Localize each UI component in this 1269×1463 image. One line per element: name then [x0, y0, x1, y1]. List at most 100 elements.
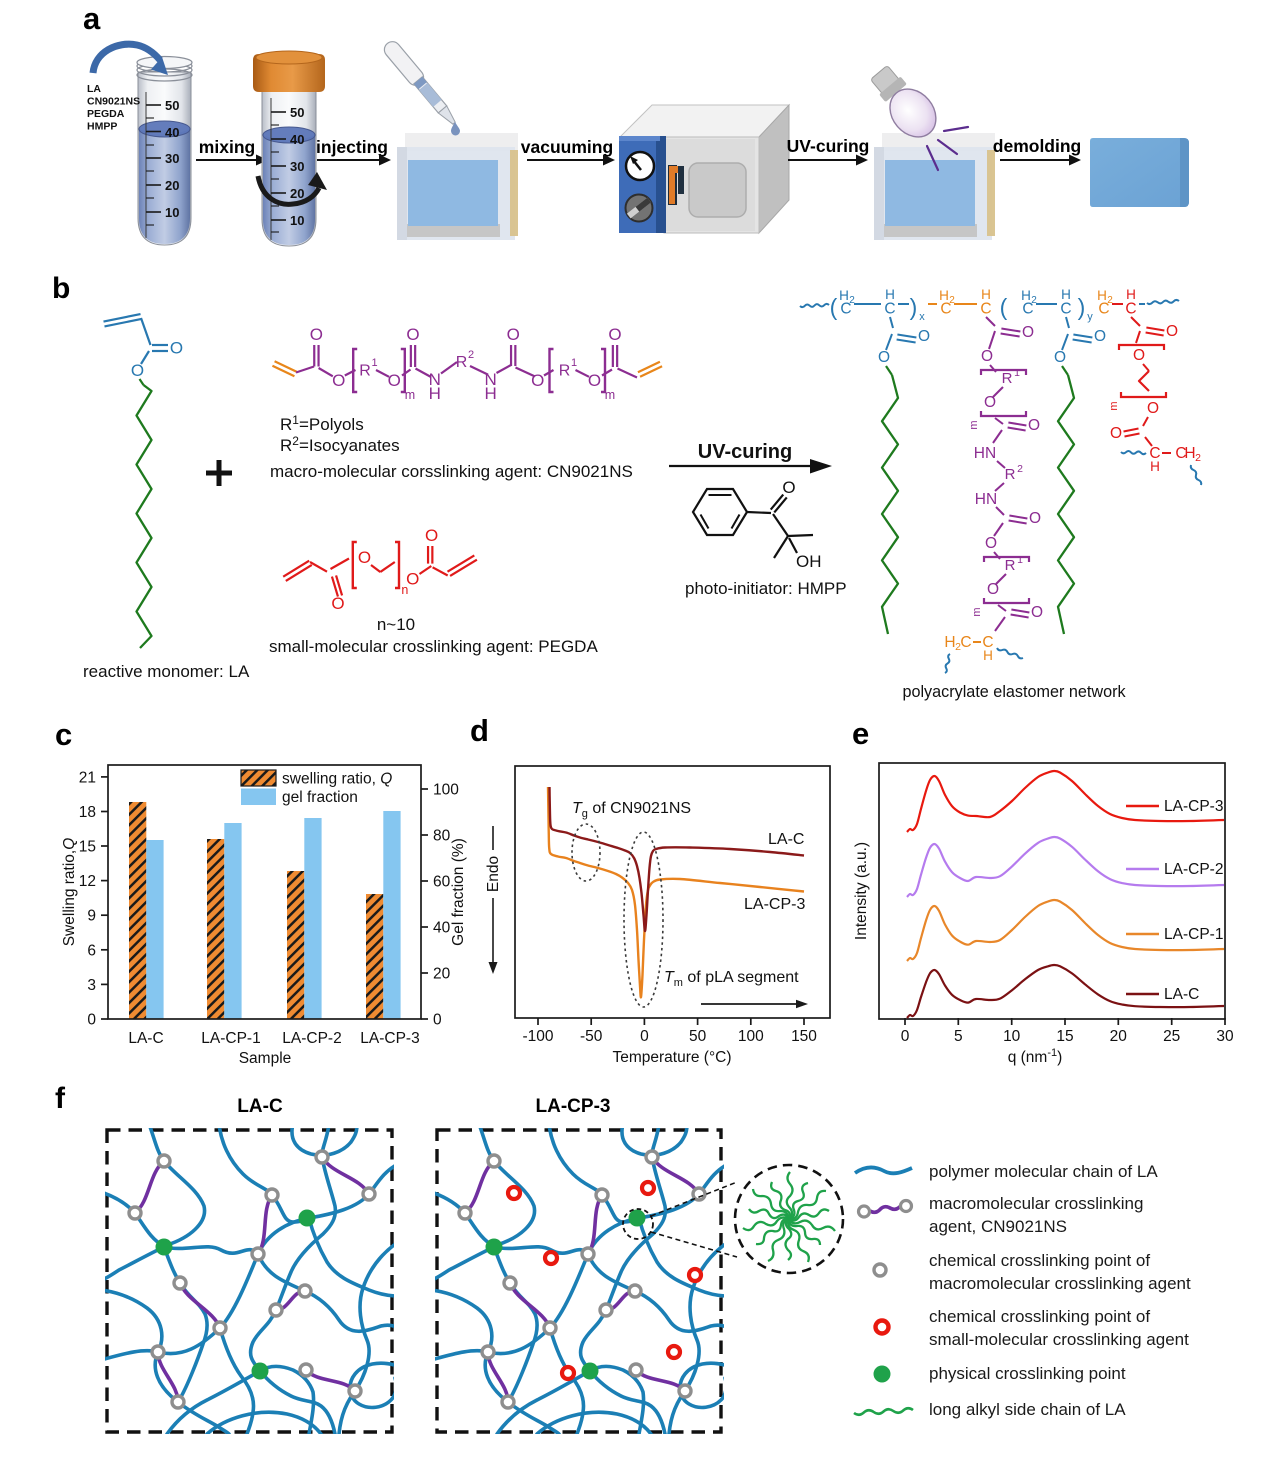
svg-text:O: O [1054, 349, 1066, 366]
svg-text:Temperature (°C): Temperature (°C) [612, 1049, 731, 1066]
svg-text:m: m [1108, 401, 1120, 410]
svg-text:C: C [840, 301, 851, 318]
svg-text:O: O [131, 361, 144, 380]
svg-text:-50: -50 [580, 1028, 603, 1045]
svg-text:small-molecular crosslinking a: small-molecular crosslinking agent: PEGD… [269, 637, 598, 656]
svg-text:N: N [484, 370, 496, 389]
svg-text:O: O [1147, 400, 1159, 417]
svg-text:Endo: Endo [485, 856, 502, 892]
svg-text:f: f [55, 1082, 66, 1115]
svg-text:H: H [1097, 288, 1107, 303]
svg-text:0: 0 [640, 1028, 649, 1045]
svg-text:O: O [406, 570, 419, 589]
svg-text:chemical crosslinking point of: chemical crosslinking point of [929, 1307, 1150, 1326]
svg-text:1: 1 [571, 357, 577, 369]
svg-text:O: O [310, 325, 323, 344]
svg-text:O: O [1029, 510, 1041, 527]
svg-text:LA-CP-3: LA-CP-3 [536, 1096, 611, 1117]
svg-text:20: 20 [433, 966, 451, 983]
svg-text:O: O [358, 548, 371, 567]
svg-text:OH: OH [796, 552, 822, 571]
svg-text:C: C [884, 301, 895, 318]
svg-text:C: C [940, 301, 951, 318]
svg-text:H: H [484, 384, 496, 403]
svg-text:LA: LA [87, 83, 101, 95]
svg-text:HN: HN [975, 491, 997, 508]
svg-text:m: m [971, 607, 983, 616]
svg-text:b: b [52, 272, 70, 305]
svg-text:H: H [839, 288, 849, 303]
svg-text:15: 15 [1056, 1028, 1073, 1045]
svg-text:R2=Isocyanates: R2=Isocyanates [280, 434, 400, 455]
svg-text:Gel fraction (%): Gel fraction (%) [450, 838, 467, 946]
svg-text:R: R [559, 363, 571, 380]
svg-text:80: 80 [433, 828, 451, 845]
svg-text:H: H [983, 648, 993, 663]
svg-text:x: x [919, 311, 925, 323]
svg-text:H: H [981, 287, 991, 302]
svg-text:vacuuming: vacuuming [521, 137, 613, 157]
svg-text:H: H [1126, 287, 1136, 302]
svg-text:2: 2 [468, 349, 474, 361]
svg-text:2: 2 [1195, 452, 1201, 464]
svg-text:25: 25 [1163, 1028, 1180, 1045]
svg-text:C: C [980, 301, 991, 318]
svg-text:R: R [456, 354, 468, 371]
svg-text:2: 2 [1031, 295, 1037, 306]
svg-text:H: H [939, 288, 949, 303]
svg-text:30: 30 [165, 151, 179, 166]
svg-text:O: O [1094, 328, 1106, 345]
svg-text:O: O [507, 325, 520, 344]
svg-text:150: 150 [791, 1028, 817, 1045]
svg-text:C: C [1022, 301, 1033, 318]
svg-text:(: ( [1000, 294, 1008, 320]
svg-text:swelling ratio, Q: swelling ratio, Q [282, 771, 392, 788]
svg-text:15: 15 [79, 839, 96, 856]
svg-text:m: m [605, 388, 615, 402]
svg-text:2: 2 [949, 295, 955, 306]
svg-text:PEGDA: PEGDA [87, 108, 125, 120]
svg-text:C: C [1175, 445, 1186, 462]
svg-text:Swelling ratio,Q: Swelling ratio,Q [61, 838, 78, 947]
svg-text:20: 20 [290, 186, 304, 201]
svg-text:macromolecular crosslinking ag: macromolecular crosslinking agent [929, 1274, 1191, 1293]
svg-text:Intensity (a.u.): Intensity (a.u.) [853, 842, 870, 940]
svg-text:LA-CP-2: LA-CP-2 [282, 1030, 341, 1047]
svg-text:mixing: mixing [199, 137, 255, 157]
svg-text:12: 12 [79, 873, 96, 890]
svg-text:10: 10 [290, 213, 304, 228]
svg-text:C: C [1125, 301, 1136, 318]
svg-text:q (nm-1): q (nm-1) [1008, 1047, 1063, 1066]
svg-text:2: 2 [955, 641, 961, 653]
svg-text:injecting: injecting [316, 137, 388, 157]
svg-text:0: 0 [901, 1028, 910, 1045]
svg-text:HMPP: HMPP [87, 121, 117, 133]
svg-text:10: 10 [1003, 1028, 1021, 1045]
svg-text:20: 20 [1110, 1028, 1128, 1045]
svg-text:O: O [531, 371, 544, 390]
svg-text:demolding: demolding [993, 136, 1081, 156]
svg-text:30: 30 [1216, 1028, 1234, 1045]
svg-text:m: m [968, 420, 980, 429]
svg-text:LA-CP-1: LA-CP-1 [201, 1030, 260, 1047]
svg-text:R: R [1002, 370, 1013, 387]
svg-text:O: O [878, 349, 890, 366]
svg-text:chemical crosslinking point of: chemical crosslinking point of [929, 1251, 1150, 1270]
svg-text:-100: -100 [522, 1028, 553, 1045]
svg-text:O: O [388, 371, 401, 390]
svg-text:reactive monomer: LA: reactive monomer: LA [83, 662, 250, 681]
svg-text:LA-C: LA-C [237, 1096, 283, 1117]
svg-text:n~10: n~10 [377, 615, 415, 634]
svg-text:O: O [984, 394, 996, 411]
svg-text:macromolecular crosslinking: macromolecular crosslinking [929, 1194, 1143, 1213]
svg-text:m: m [405, 388, 415, 402]
svg-text:C: C [960, 634, 971, 651]
svg-text:e: e [852, 716, 869, 751]
svg-text:O: O [985, 535, 997, 552]
svg-text:a: a [83, 1, 101, 36]
svg-text:30: 30 [290, 159, 304, 174]
svg-text:3: 3 [87, 977, 96, 994]
svg-text:photo-initiator: HMPP: photo-initiator: HMPP [685, 579, 847, 598]
svg-text:polymer molecular chain of LA: polymer molecular chain of LA [929, 1162, 1158, 1181]
svg-text:20: 20 [165, 178, 179, 193]
